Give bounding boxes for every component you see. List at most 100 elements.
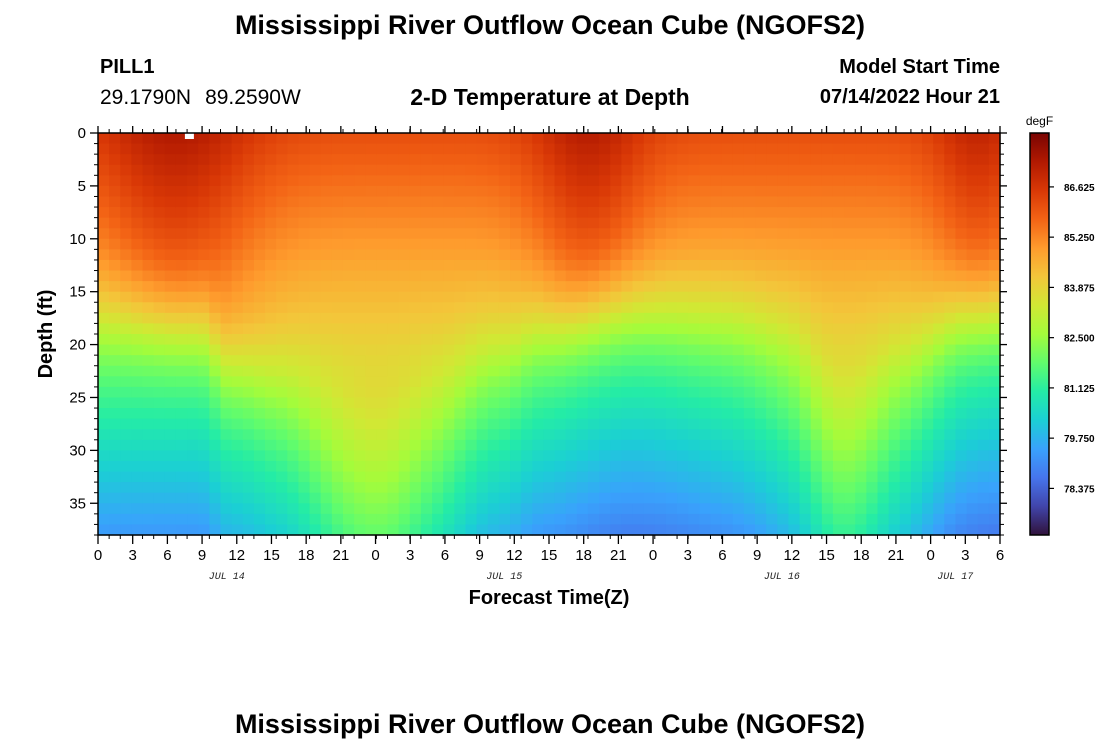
heatmap-cell (565, 418, 578, 430)
heatmap-cell (632, 249, 645, 261)
heatmap-cell (543, 334, 556, 346)
heatmap-cell (510, 154, 522, 166)
heatmap-cell (632, 344, 645, 356)
heatmap-cell (743, 291, 756, 303)
heatmap-cell (888, 270, 901, 282)
heatmap-cell (599, 228, 611, 240)
heatmap-cell (242, 492, 255, 504)
heatmap-cell (432, 482, 444, 494)
heatmap-cell (643, 217, 656, 229)
heatmap-cell (443, 323, 455, 335)
heatmap-cell (164, 482, 177, 494)
heatmap-cell (287, 270, 300, 282)
heatmap-cell (454, 344, 467, 356)
heatmap-cell (721, 450, 734, 462)
heatmap-cell (276, 482, 288, 494)
heatmap-cell (732, 397, 745, 409)
heatmap-cell (866, 524, 879, 536)
heatmap-cell (933, 185, 945, 198)
heatmap-cell (654, 259, 667, 272)
heatmap-cell (454, 291, 467, 303)
heatmap-cell (677, 196, 689, 208)
heatmap-cell (510, 281, 522, 293)
heatmap-cell (554, 259, 567, 272)
heatmap-cell (498, 249, 511, 261)
x-tick-label: 15 (818, 547, 835, 564)
heatmap-cell (810, 164, 823, 176)
heatmap-cell (376, 302, 389, 314)
heatmap-cell (866, 439, 879, 451)
heatmap-cell (721, 408, 734, 420)
heatmap-cell (688, 376, 700, 388)
heatmap-cell (587, 355, 600, 367)
heatmap-cell (175, 344, 188, 356)
heatmap-cell (810, 249, 823, 261)
heatmap-cell (220, 376, 233, 388)
heatmap-cell (443, 429, 455, 441)
heatmap-cell (576, 302, 589, 314)
heatmap-cell (120, 175, 133, 187)
heatmap-cell (766, 344, 778, 356)
heatmap-cell (142, 249, 155, 261)
heatmap-cell (98, 524, 110, 536)
heatmap-cell (777, 249, 790, 261)
heatmap-cell (153, 133, 166, 145)
heatmap-cell (109, 365, 121, 377)
heatmap-cell (209, 217, 222, 229)
heatmap-cell (387, 439, 400, 451)
heatmap-cell (476, 334, 489, 346)
heatmap-cell (287, 175, 300, 187)
heatmap-cells (98, 133, 1001, 536)
heatmap-cell (699, 164, 712, 176)
heatmap-cell (432, 238, 444, 250)
heatmap-cell (465, 429, 478, 441)
heatmap-cell (153, 185, 166, 198)
heatmap-cell (476, 503, 489, 515)
heatmap-cell (532, 207, 545, 219)
heatmap-cell (287, 397, 300, 409)
heatmap-cell (309, 355, 322, 367)
heatmap-cell (142, 355, 155, 367)
heatmap-cell (621, 154, 634, 166)
heatmap-cell (409, 217, 422, 229)
heatmap-cell (565, 482, 578, 494)
heatmap-cell (721, 217, 734, 229)
heatmap-cell (387, 164, 400, 176)
heatmap-cell (532, 334, 545, 346)
heatmap-cell (109, 376, 121, 388)
heatmap-cell (253, 460, 266, 473)
heatmap-cell (342, 513, 355, 526)
heatmap-cell (98, 397, 110, 409)
heatmap-cell (420, 397, 433, 409)
heatmap-cell (643, 270, 656, 282)
heatmap-cell (955, 323, 968, 335)
colorbar-tick-label: 78.375 (1064, 484, 1095, 495)
surface-marker (184, 133, 194, 139)
heatmap-cell (665, 133, 678, 145)
heatmap-cell (109, 228, 121, 240)
heatmap-cell (532, 408, 545, 420)
heatmap-cell (287, 143, 300, 155)
heatmap-cell (665, 355, 678, 367)
heatmap-cell (331, 185, 344, 198)
heatmap-cell (398, 270, 411, 282)
heatmap-cell (621, 312, 634, 325)
heatmap-cell (376, 185, 389, 198)
heatmap-cell (342, 460, 355, 473)
heatmap-cell (131, 471, 144, 483)
heatmap-cell (409, 133, 422, 145)
heatmap-cell (454, 312, 467, 325)
heatmap-cell (643, 281, 656, 293)
heatmap-cell (665, 418, 678, 430)
heatmap-cell (788, 154, 801, 166)
heatmap-cell (832, 355, 845, 367)
heatmap-cell (910, 365, 923, 377)
heatmap-cell (510, 323, 522, 335)
heatmap-cell (654, 471, 667, 483)
heatmap-cell (922, 334, 934, 346)
heatmap-cell (420, 344, 433, 356)
heatmap-cell (688, 513, 700, 526)
heatmap-cell (109, 482, 121, 494)
heatmap-cell (387, 492, 400, 504)
heatmap-cell (498, 513, 511, 526)
